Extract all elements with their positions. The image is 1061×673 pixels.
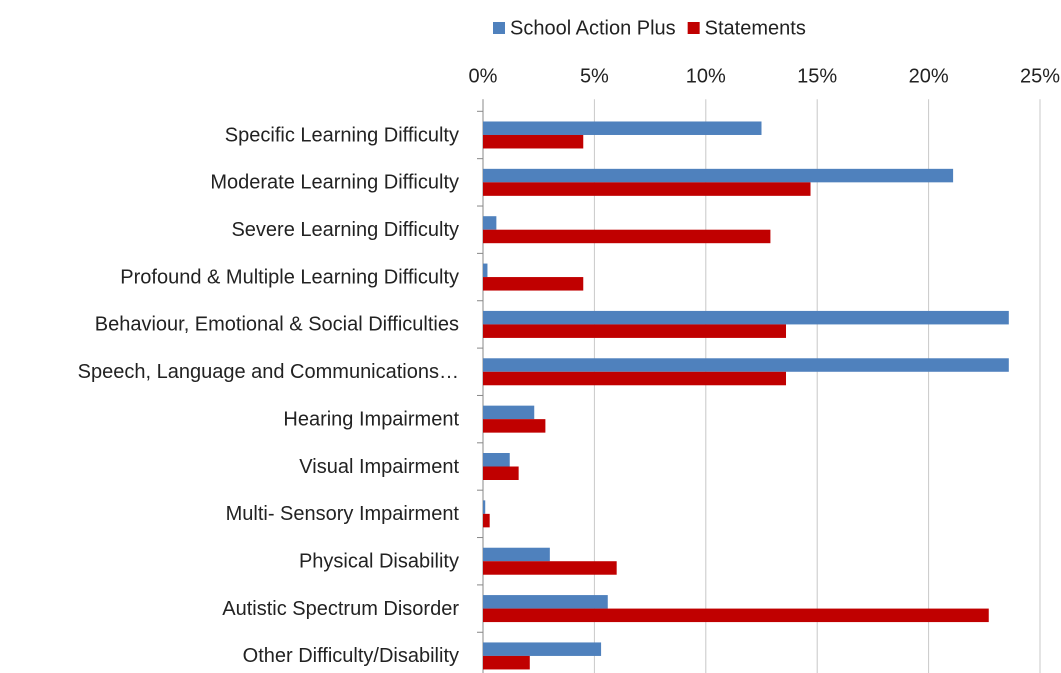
y-tick-label: Visual Impairment — [299, 456, 459, 478]
y-tick-label: Severe Learning Difficulty — [231, 219, 459, 241]
bar — [483, 500, 486, 514]
bar — [483, 547, 550, 562]
y-tick-label: Specific Learning Difficulty — [225, 124, 459, 146]
y-tick-label: Hearing Impairment — [283, 408, 459, 430]
y-tick-label: Autistic Spectrum Disorder — [222, 598, 459, 620]
x-tick-label: 0% — [469, 65, 498, 87]
y-tick-label: Moderate Learning Difficulty — [210, 172, 459, 194]
bar — [483, 405, 535, 420]
x-tick-label: 5% — [580, 65, 609, 87]
bar — [483, 310, 1009, 325]
bar — [483, 277, 584, 291]
bar — [483, 595, 608, 609]
bar — [483, 608, 989, 623]
x-tick-label: 10% — [686, 65, 726, 87]
bar — [483, 513, 490, 528]
y-tick-label: Profound & Multiple Learning Difficulty — [120, 266, 459, 288]
y-tick-label: Other Difficulty/Disability — [243, 645, 459, 667]
legend-label: Statements — [705, 17, 806, 39]
bar — [483, 182, 811, 196]
x-tick-label: 20% — [909, 65, 949, 87]
x-tick-label: 25% — [1020, 65, 1060, 87]
y-tick-label: Physical Disability — [299, 551, 459, 573]
bar — [483, 216, 497, 230]
bar — [483, 466, 519, 480]
bar — [483, 229, 771, 244]
bar — [483, 324, 787, 338]
bar — [483, 655, 530, 670]
bar — [483, 419, 546, 433]
bar — [483, 263, 488, 278]
legend-label: School Action Plus — [510, 17, 676, 39]
bar — [483, 453, 510, 467]
y-tick-label: Speech, Language and Communications… — [78, 361, 459, 383]
y-tick-label: Behaviour, Emotional & Social Difficulti… — [95, 314, 459, 336]
legend-swatch — [687, 22, 700, 34]
bar — [483, 168, 954, 183]
bar — [483, 134, 584, 149]
legend-swatch — [493, 22, 505, 34]
bar — [483, 121, 762, 135]
bar — [483, 642, 602, 656]
x-tick-label: 15% — [797, 65, 837, 87]
bar — [483, 561, 617, 575]
bar — [483, 358, 1009, 372]
bar — [483, 371, 787, 386]
y-tick-label: Multi- Sensory Impairment — [226, 503, 460, 525]
